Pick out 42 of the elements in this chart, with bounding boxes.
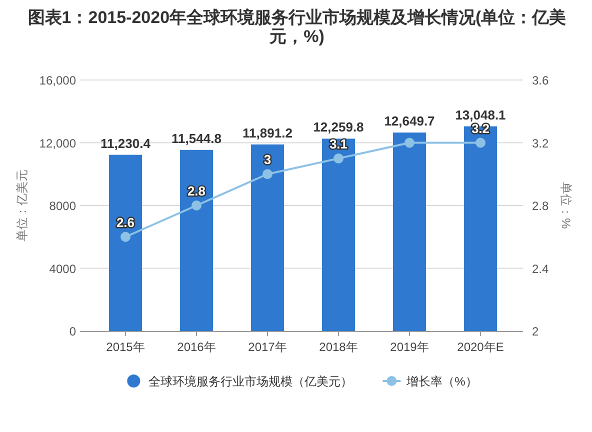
data-label: 2.6 [116,214,135,230]
bar [322,138,355,331]
point [262,169,272,180]
y-tick-label: 4000 [49,262,76,276]
y2-axis-title: 单位：% [559,182,573,230]
y-tick-label: 8000 [49,199,76,213]
bar [109,154,142,331]
x-tick-label: 2018年 [319,340,358,354]
legend-label: 增长率（%） [406,374,478,388]
legend-label: 全球环境服务行业市场规模（亿美元） [148,374,353,388]
point [192,200,202,210]
bar [251,144,284,331]
y2-tick-label: 2.8 [532,199,550,213]
data-label: 11,544.8 [172,130,222,146]
y-tick-label: 0 [69,324,76,338]
data-label: 11,230.4 [100,136,152,151]
x-tick-label: 2015年 [106,340,145,354]
bar [393,132,426,331]
point [120,232,130,242]
y2-tick-label: 2 [532,324,539,338]
y2-tick-label: 2.4 [532,262,550,276]
y-tick-label: 16,000 [39,74,76,88]
chart-title: 图表1：2015-2020年全球环境服务行业市场规模及增长情况(单位：亿美元，%) [26,8,568,46]
data-label: 3.1 [329,136,348,152]
x-tick-label: 2017年 [248,340,287,354]
x-tick-label: 2020年E [457,340,504,354]
y-axis-title: 单位：亿美元 [15,170,29,242]
point [334,153,344,164]
data-label: 2.8 [187,184,206,198]
data-label: 11,891.2 [242,125,292,140]
y2-tick-label: 3.6 [532,74,550,88]
data-label: 13,048.1 [455,107,506,122]
y2-tick-label: 3.2 [532,136,550,150]
x-tick-label: 2019年 [390,340,429,354]
x-tick-label: 2016年 [177,340,216,354]
y-tick-label: 12,000 [39,136,76,150]
data-label: 12,259.8 [313,120,364,135]
bar [180,150,213,331]
data-label: 12,649.7 [384,114,435,129]
data-label: 3 [264,152,272,168]
point [404,138,414,148]
point [476,138,486,148]
